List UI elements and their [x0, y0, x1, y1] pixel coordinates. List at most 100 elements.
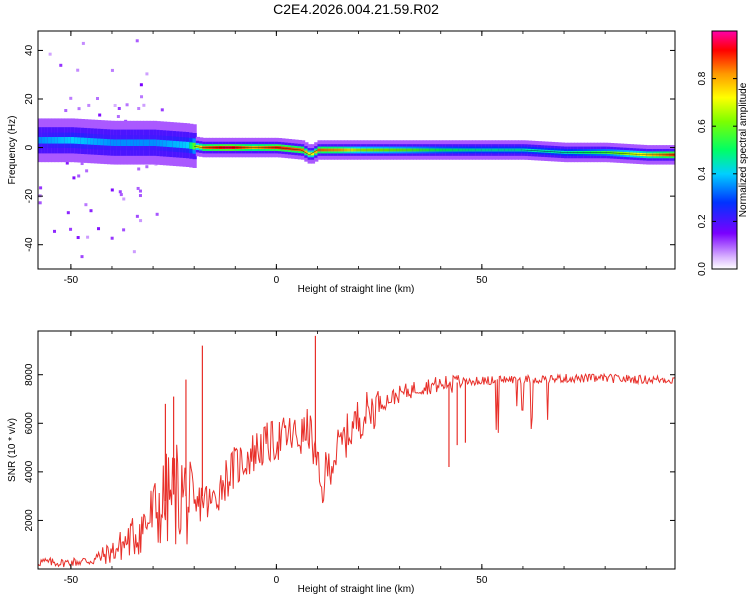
- spectrogram-cell: [67, 137, 72, 144]
- x-tick-label: -50: [64, 275, 79, 286]
- x-tick-label: 50: [476, 275, 488, 286]
- spectrogram-cell: [182, 141, 187, 149]
- spectrogram-noise-cell: [72, 176, 76, 180]
- spectrogram-cell: [304, 150, 309, 154]
- spectrogram-noise-cell: [135, 214, 139, 218]
- spectrogram-noise-cell: [80, 255, 84, 259]
- spectrogram-cell: [162, 140, 168, 147]
- spectrogram-cell: [41, 137, 46, 144]
- spectrogram-noise-cell: [160, 108, 164, 112]
- bottom-y-axis-label: SNR (10 * v/v): [7, 418, 18, 482]
- spectrogram-noise-cell: [145, 72, 149, 76]
- x-tick-label: 0: [274, 575, 280, 586]
- spectrogram-noise-cell: [84, 203, 88, 207]
- spectrogram-noise-cell: [76, 236, 80, 240]
- colorbar-gradient: [711, 30, 738, 270]
- colorbar-tick-label: 0.0: [697, 262, 708, 276]
- spectrogram-cell: [314, 150, 319, 154]
- spectrogram-cell: [57, 137, 62, 144]
- spectrogram-noise-cell: [77, 174, 81, 178]
- y-tick-label: 0: [24, 144, 35, 150]
- spectrogram-noise-cell: [77, 107, 81, 111]
- spectrogram-cell: [126, 139, 131, 146]
- spectrogram-noise-cell: [117, 106, 121, 110]
- spectrogram-noise-cell: [89, 209, 93, 213]
- colorbar: 0.0 0.2 0.4 0.6 0.8 Normalized spectral ampl…: [697, 30, 749, 276]
- snr-panel: -50 0 50 2000 4000 6000 8000 Height of straigh…: [7, 330, 676, 595]
- spectrogram-noise-cell: [136, 186, 140, 190]
- y-tick-label: 8000: [24, 363, 35, 386]
- spectrogram-cell: [195, 145, 201, 149]
- spectrogram-frame: [37, 30, 676, 270]
- spectrogram-cell: [84, 137, 89, 145]
- x-tick-label: 0: [274, 275, 280, 286]
- spectrogram-noise-cell: [142, 103, 146, 107]
- spectrogram-cell: [103, 138, 108, 146]
- top-y-axis-label: Frequency (Hz): [7, 116, 18, 185]
- spectrogram-cell: [110, 139, 115, 146]
- spectrogram-cell: [176, 141, 181, 148]
- spectrogram-noise-cell: [119, 193, 123, 197]
- spectrogram-cell: [139, 139, 145, 146]
- spectrogram-cell: [301, 148, 306, 152]
- spectrogram-cell: [80, 137, 85, 145]
- bottom-x-axis-label: Height of straight line (km): [298, 584, 415, 595]
- spectrogram-noise-cell: [139, 219, 143, 223]
- spectrogram-noise-cell: [113, 103, 117, 107]
- spectrogram-cell: [143, 139, 148, 146]
- spectrogram-noise-cell: [135, 39, 139, 43]
- spectrogram-noise-cell: [80, 162, 84, 166]
- spectrogram-cell: [74, 137, 79, 144]
- y-tick-label: 20: [24, 93, 35, 105]
- spectrogram-cell: [64, 137, 69, 144]
- spectrogram-noise-cell: [122, 228, 126, 232]
- y-tick-label: -20: [24, 188, 35, 203]
- spectrogram-cell: [123, 139, 128, 146]
- y-tick-label: 6000: [24, 412, 35, 435]
- colorbar-tick-label: 0.2: [697, 214, 708, 228]
- spectrogram-cell: [192, 142, 197, 150]
- colorbar-tick-label: 0.8: [697, 71, 708, 85]
- spectrogram-noise-cell: [48, 52, 52, 56]
- spectrogram-noise-cell: [125, 103, 129, 107]
- spectrogram-noise-cell: [110, 188, 114, 192]
- spectrogram-cell: [107, 139, 112, 146]
- spectrogram-cell: [169, 140, 174, 148]
- y-tick-label: -40: [24, 237, 35, 252]
- snr-frame: [37, 330, 676, 570]
- y-tick-label: 2000: [24, 509, 35, 532]
- spectrogram-noise-cell: [139, 83, 143, 87]
- top-x-axis-label: Height of straight line (km): [298, 284, 415, 295]
- spectrogram-noise-cell: [95, 97, 99, 101]
- spectrogram-noise-cell: [59, 63, 63, 67]
- spectrogram-cell: [54, 137, 59, 144]
- snr-series-line: [38, 372, 675, 568]
- spectrogram-cell: [166, 140, 171, 147]
- spectrogram-noise-cell: [122, 197, 126, 201]
- spectrogram-noise-cell: [38, 201, 42, 205]
- spectrogram-cell: [116, 139, 122, 146]
- spectrogram-noise-cell: [132, 250, 136, 254]
- spectrogram-cell: [61, 137, 66, 144]
- colorbar-tick-label: 0.6: [697, 119, 708, 133]
- spectrogram-cell: [310, 152, 316, 156]
- spectrogram-cell: [97, 138, 102, 146]
- spectrogram-noise-cell: [53, 229, 57, 233]
- spectrogram-noise-cell: [137, 107, 141, 111]
- spectrogram-noise-cell: [86, 235, 90, 239]
- spectrogram-cell: [77, 137, 82, 144]
- spectrogram-cell: [120, 139, 125, 146]
- spectrogram-cell: [133, 139, 138, 146]
- spectrogram-noise-cell: [98, 113, 102, 117]
- x-tick-label: 50: [476, 575, 488, 586]
- spectrogram-cell: [87, 137, 92, 145]
- spectrogram-cell: [172, 140, 177, 148]
- spectrogram-noise-cell: [66, 211, 70, 215]
- spectrogram-noise-cell: [116, 115, 120, 119]
- spectrogram-ridge-line: [194, 146, 675, 156]
- spectrogram-noise-cell: [155, 212, 159, 216]
- spectrogram-cell: [146, 139, 151, 146]
- spectrogram-cell: [156, 139, 161, 147]
- spectrogram-noise-cell: [85, 169, 89, 173]
- spectrogram-noise-cell: [64, 109, 68, 113]
